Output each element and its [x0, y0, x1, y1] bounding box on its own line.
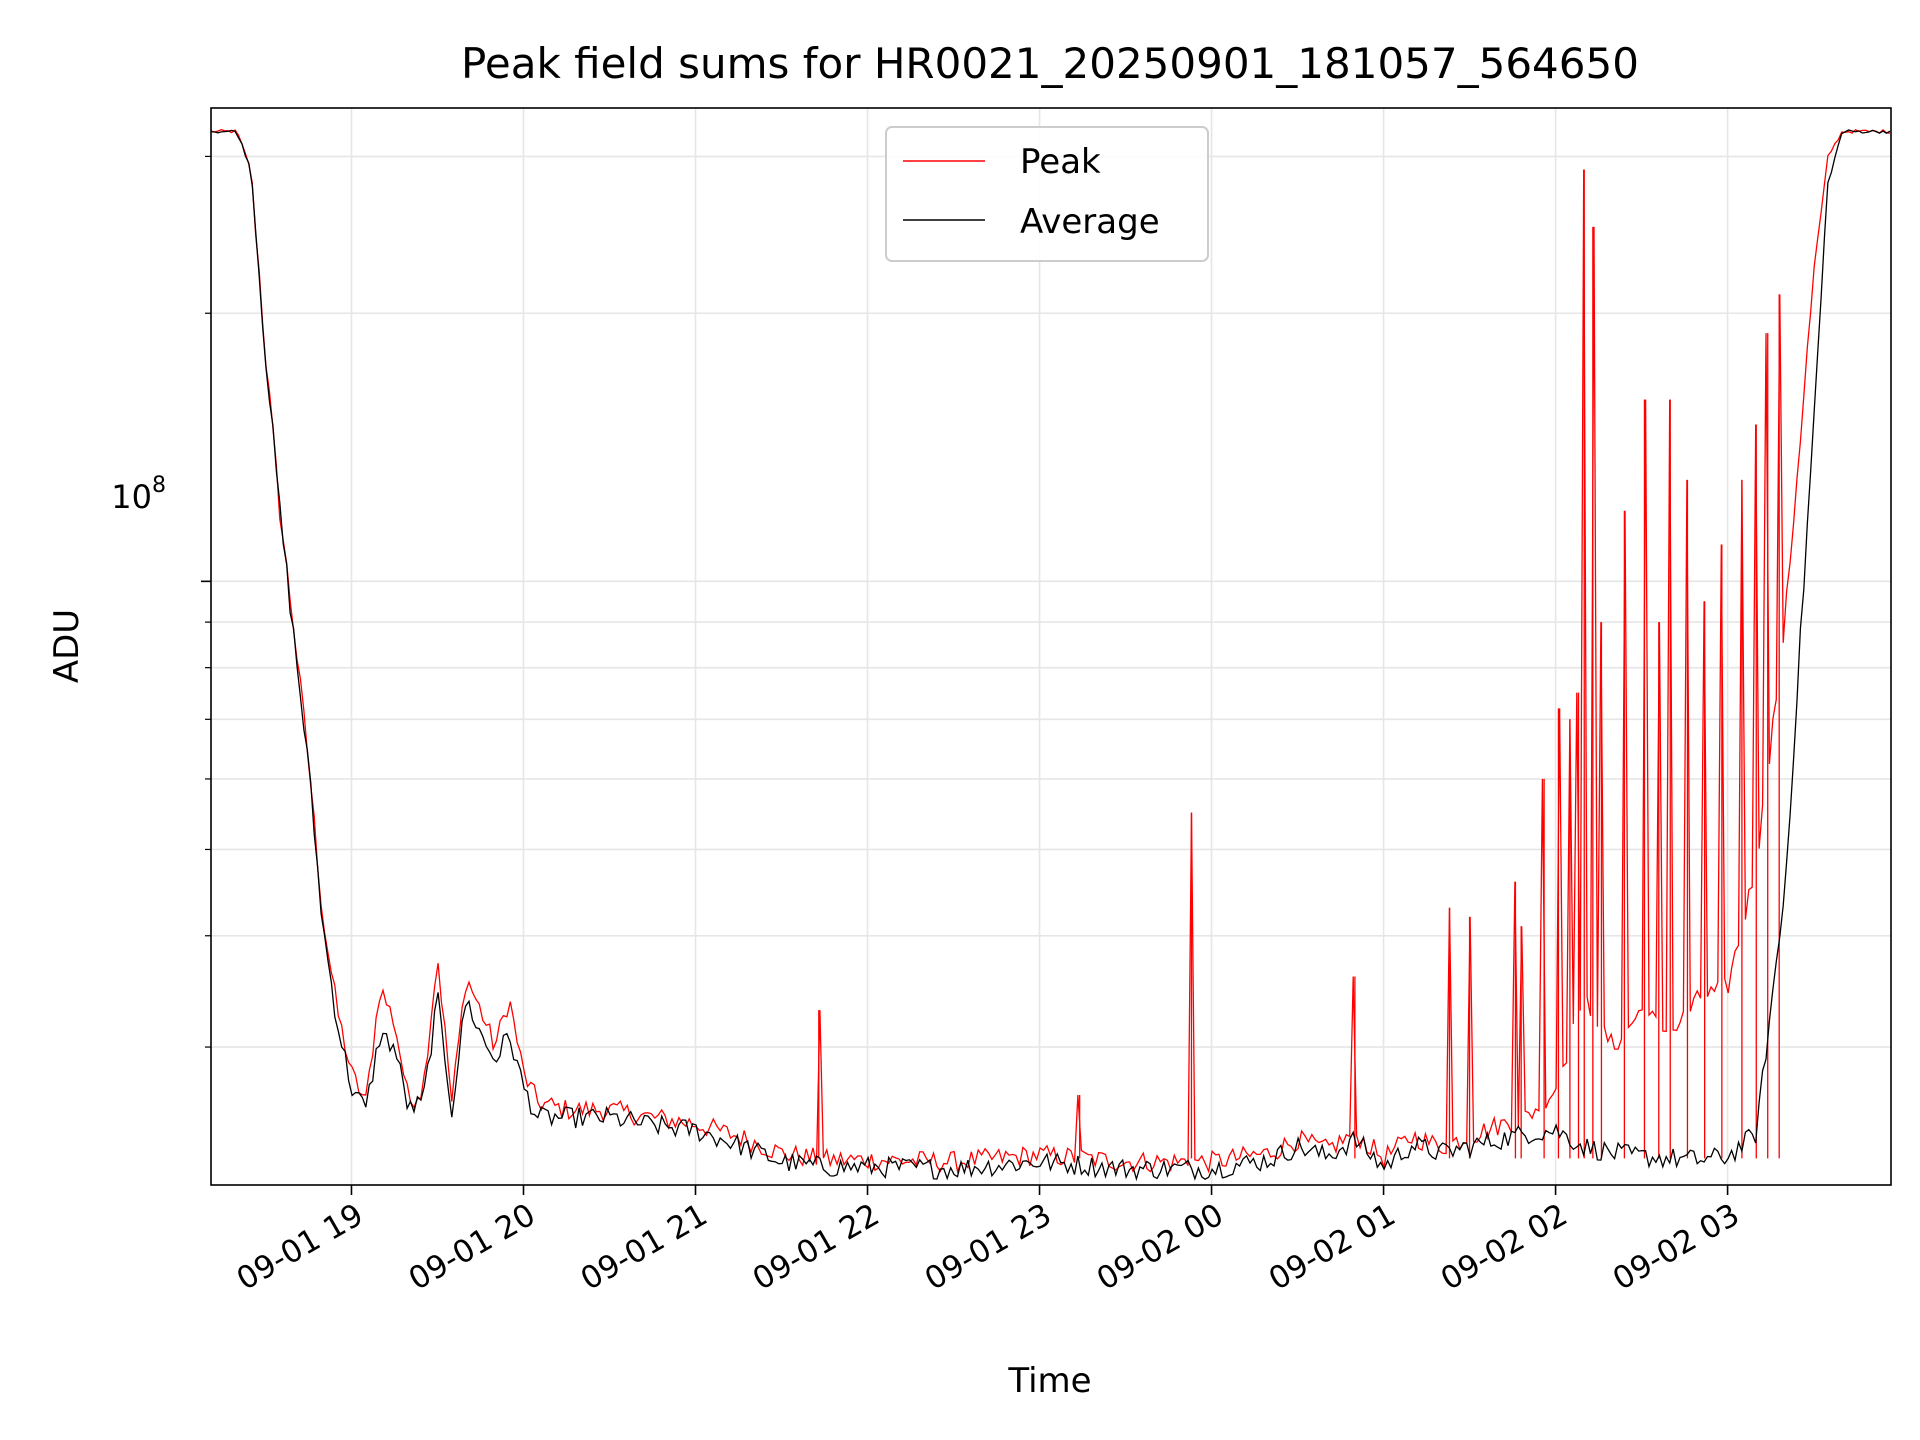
x-axis-label: Time — [1007, 1361, 1091, 1401]
series-peak-line — [211, 129, 1890, 1174]
series-layer — [211, 129, 1891, 1182]
chart-title: Peak field sums for HR0021_20250901_1810… — [461, 39, 1639, 88]
legend-peak-label: Peak — [1020, 142, 1101, 182]
series-average-line — [211, 129, 1891, 1182]
y-axis — [201, 155, 211, 1048]
legend: Peak Average — [885, 126, 1209, 262]
y-axis-label: ADU — [47, 609, 87, 683]
legend-average-label: Average — [1020, 202, 1160, 242]
plot-frame — [210, 107, 1892, 1186]
